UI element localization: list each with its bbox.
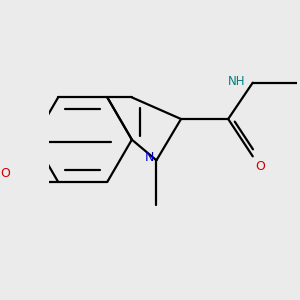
Text: O: O <box>0 167 10 180</box>
Text: N: N <box>145 152 154 164</box>
Text: NH: NH <box>228 75 246 88</box>
Text: O: O <box>255 160 265 173</box>
